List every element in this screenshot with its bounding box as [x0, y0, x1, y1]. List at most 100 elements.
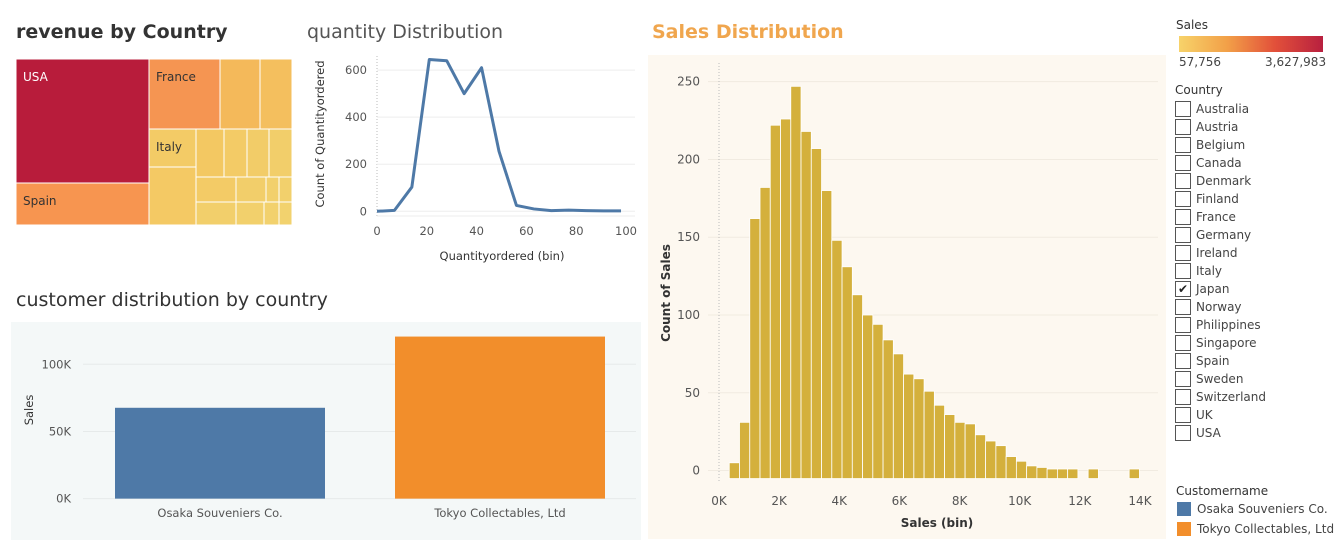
- treemap-cell[interactable]: [219, 59, 261, 130]
- sales-hist-bar[interactable]: [944, 414, 956, 479]
- checkbox[interactable]: [1175, 155, 1191, 171]
- sales-hist-bar[interactable]: [903, 373, 915, 479]
- customer-legend-title: Customername: [1176, 484, 1269, 498]
- sales-hist-bar[interactable]: [882, 339, 894, 479]
- sales-hist-bar[interactable]: [831, 239, 843, 479]
- sales-hist-bar[interactable]: [800, 131, 812, 479]
- sales-hist-bar[interactable]: [964, 423, 976, 479]
- country-filter-item-philippines[interactable]: Philippines: [1175, 316, 1261, 334]
- checkbox[interactable]: [1175, 353, 1191, 369]
- country-filter-item-denmark[interactable]: Denmark: [1175, 172, 1251, 190]
- country-filter-item-norway[interactable]: Norway: [1175, 298, 1242, 316]
- treemap-cell[interactable]: [268, 128, 292, 178]
- country-filter-item-australia[interactable]: Australia: [1175, 100, 1249, 118]
- treemap-cell[interactable]: [195, 128, 225, 178]
- sales-hist-bar[interactable]: [749, 218, 761, 479]
- sales-hist-bar[interactable]: [1087, 468, 1099, 479]
- checkbox[interactable]: [1175, 227, 1191, 243]
- treemap-cell[interactable]: [148, 166, 197, 226]
- country-filter-item-singapore[interactable]: Singapore: [1175, 334, 1257, 352]
- sales-hist-bar[interactable]: [739, 421, 751, 479]
- checkbox[interactable]: [1175, 119, 1191, 135]
- treemap-cell-usa[interactable]: [16, 59, 150, 184]
- sales-hist-bar[interactable]: [923, 390, 935, 479]
- sales-hist-bar[interactable]: [933, 404, 945, 479]
- country-filter-item-france[interactable]: France: [1175, 208, 1236, 226]
- country-filter-item-finland[interactable]: Finland: [1175, 190, 1239, 208]
- treemap-cell[interactable]: [195, 201, 237, 226]
- sales-hist-bar[interactable]: [728, 462, 740, 479]
- sales-hist-bar[interactable]: [769, 124, 781, 479]
- country-filter-item-italy[interactable]: Italy: [1175, 262, 1222, 280]
- treemap-cell[interactable]: [278, 176, 292, 203]
- sales-hist-bar[interactable]: [892, 353, 904, 479]
- sales-hist-bar[interactable]: [862, 314, 874, 479]
- sales-hist-bar[interactable]: [954, 421, 966, 479]
- country-filter-item-sweden[interactable]: Sweden: [1175, 370, 1243, 388]
- sales-hist-bar[interactable]: [913, 378, 925, 479]
- checkbox[interactable]: [1175, 371, 1191, 387]
- treemap-cell[interactable]: [265, 176, 280, 203]
- sales-hist-bar[interactable]: [1015, 460, 1028, 479]
- country-filter-label: Austria: [1196, 120, 1239, 134]
- treemap-cell-spain[interactable]: [16, 182, 150, 226]
- sales-hist-bar[interactable]: [1046, 468, 1058, 479]
- sales-hist-bar[interactable]: [1036, 467, 1048, 479]
- sales-hist-bar[interactable]: [985, 440, 997, 479]
- checkbox[interactable]: [1175, 245, 1191, 261]
- treemap-cell[interactable]: [278, 201, 292, 226]
- country-filter-item-spain[interactable]: Spain: [1175, 352, 1230, 370]
- sales-hist-bar[interactable]: [851, 294, 863, 479]
- sales-hist-bar[interactable]: [1128, 468, 1140, 479]
- customer-legend-item-tokyo[interactable]: Tokyo Collectables, Ltd: [1177, 520, 1334, 538]
- treemap-label-usa: USA: [23, 70, 49, 84]
- customer-y-tick: 100K: [42, 357, 72, 371]
- treemap-cell[interactable]: [246, 128, 270, 178]
- treemap-cell[interactable]: [223, 128, 248, 178]
- treemap-cell[interactable]: [259, 59, 292, 130]
- country-filter-item-ireland[interactable]: Ireland: [1175, 244, 1238, 262]
- customer-bar[interactable]: [395, 336, 605, 499]
- sales-hist-bar[interactable]: [1005, 456, 1017, 479]
- sales-hist-bar[interactable]: [841, 266, 853, 479]
- checkbox[interactable]: [1175, 191, 1191, 207]
- country-filter-item-austria[interactable]: Austria: [1175, 118, 1238, 136]
- country-filter-item-uk[interactable]: UK: [1175, 406, 1213, 424]
- country-filter-item-canada[interactable]: Canada: [1175, 154, 1242, 172]
- checkbox[interactable]: [1175, 173, 1191, 189]
- country-filter-item-germany[interactable]: Germany: [1175, 226, 1251, 244]
- checkbox[interactable]: ✔: [1175, 281, 1191, 297]
- checkbox[interactable]: [1175, 299, 1191, 315]
- sales-hist-bar[interactable]: [1056, 468, 1069, 479]
- country-filter-item-belgium[interactable]: Belgium: [1175, 136, 1245, 154]
- customer-legend-item-osaka[interactable]: Osaka Souveniers Co.: [1177, 500, 1328, 518]
- treemap-cell[interactable]: [235, 201, 265, 226]
- sales-hist-bar[interactable]: [780, 118, 792, 479]
- checkbox[interactable]: [1175, 137, 1191, 153]
- checkbox[interactable]: [1175, 425, 1191, 441]
- checkbox[interactable]: [1175, 407, 1191, 423]
- sales-hist-bar[interactable]: [974, 434, 987, 479]
- treemap-cell[interactable]: [263, 201, 280, 226]
- treemap-cell[interactable]: [235, 176, 267, 203]
- country-filter-item-switzerland[interactable]: Switzerland: [1175, 388, 1266, 406]
- checkbox[interactable]: [1175, 317, 1191, 333]
- sales-hist-bar[interactable]: [759, 187, 771, 479]
- treemap-cell[interactable]: [195, 176, 237, 203]
- country-filter-item-usa[interactable]: USA: [1175, 424, 1221, 442]
- checkbox[interactable]: [1175, 389, 1191, 405]
- checkbox[interactable]: [1175, 263, 1191, 279]
- sales-hist-bar[interactable]: [872, 323, 884, 479]
- checkbox[interactable]: [1175, 335, 1191, 351]
- treemap-cell-italy[interactable]: [148, 128, 197, 168]
- sales-hist-bar[interactable]: [1026, 465, 1038, 479]
- sales-hist-bar[interactable]: [810, 148, 822, 479]
- sales-hist-bar[interactable]: [790, 85, 802, 479]
- checkbox[interactable]: [1175, 101, 1191, 117]
- sales-hist-bar[interactable]: [1067, 468, 1079, 479]
- checkbox[interactable]: [1175, 209, 1191, 225]
- country-filter-item-japan[interactable]: ✔ Japan: [1175, 280, 1229, 298]
- customer-bar[interactable]: [115, 407, 325, 499]
- sales-hist-bar[interactable]: [821, 190, 833, 479]
- sales-hist-bar[interactable]: [995, 445, 1007, 479]
